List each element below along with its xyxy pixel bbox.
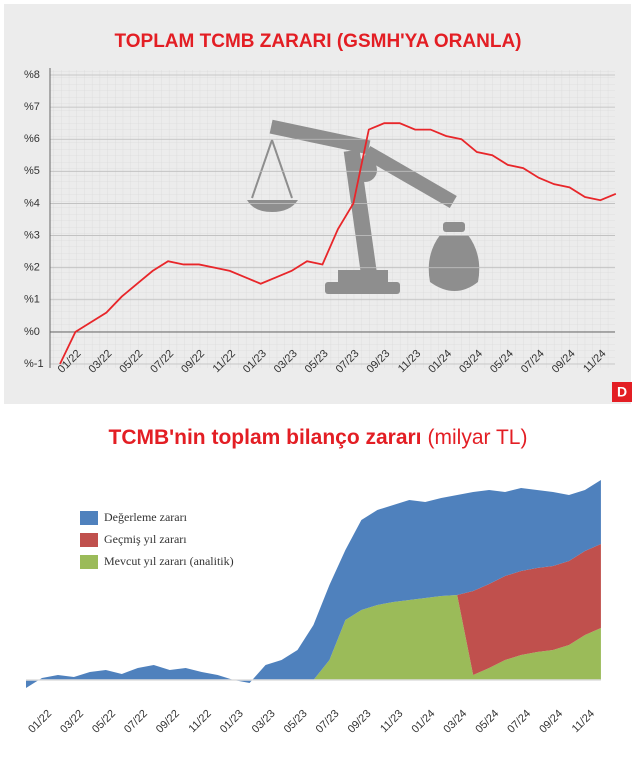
logo: D (617, 384, 627, 400)
legend-swatch (80, 555, 98, 569)
area-series (26, 480, 601, 688)
scale-icon (247, 119, 480, 294)
chart-title: TCMB'nin toplam bilanço zararı (milyar TL… (109, 426, 528, 449)
y-tick-label: %0 (24, 326, 40, 338)
y-tick-label: %-1 (24, 358, 44, 370)
title-unit: (milyar TL) (428, 426, 528, 449)
legend-label: Geçmiş yıl zararı (104, 532, 187, 546)
legend-swatch (80, 511, 98, 525)
y-tick-label: %7 (24, 101, 40, 113)
y-tick-label: %2 (24, 262, 40, 274)
y-tick-label: %6 (24, 133, 40, 145)
line-series (59, 122, 617, 365)
y-tick-label: %3 (24, 229, 40, 241)
plot-grid (50, 70, 615, 368)
y-tick-label: %4 (24, 197, 40, 209)
area-series (26, 544, 601, 680)
legend-label: Değerleme zararı (104, 510, 188, 524)
logo-box (612, 382, 632, 402)
legend-label: Mevcut yıl zararı (analitik) (104, 554, 234, 568)
legend-swatch (80, 533, 98, 547)
chart-title: TOPLAM TCMB ZARARI (GSMH'YA ORANLA) (114, 31, 521, 52)
area-series (26, 595, 601, 680)
y-tick-label: %8 (24, 69, 40, 81)
title-main: TCMB'nin toplam bilanço zararı (109, 426, 422, 449)
y-tick-label: %5 (24, 165, 40, 177)
y-tick-label: %1 (24, 294, 40, 306)
